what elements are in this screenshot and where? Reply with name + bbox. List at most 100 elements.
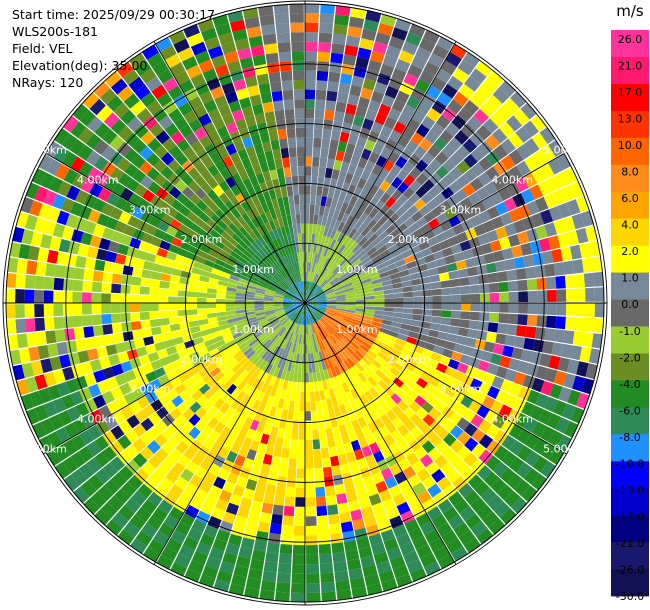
velocity-gate bbox=[221, 82, 236, 95]
velocity-gate bbox=[300, 382, 305, 393]
velocity-gate bbox=[333, 230, 341, 241]
velocity-gate bbox=[132, 438, 147, 453]
velocity-gate bbox=[188, 154, 202, 167]
velocity-gate bbox=[375, 480, 388, 494]
velocity-gate bbox=[234, 433, 246, 446]
velocity-gate bbox=[413, 296, 423, 303]
velocity-gate bbox=[307, 300, 318, 303]
velocity-gate bbox=[256, 313, 266, 319]
velocity-gate bbox=[426, 198, 439, 211]
velocity-gate bbox=[53, 316, 65, 330]
velocity-gate bbox=[31, 422, 47, 439]
velocity-gate bbox=[287, 310, 296, 318]
velocity-gate bbox=[447, 398, 460, 411]
velocity-gate bbox=[53, 127, 70, 145]
velocity-gate bbox=[302, 252, 305, 262]
velocity-gate bbox=[329, 321, 339, 329]
velocity-gate bbox=[137, 396, 150, 409]
velocity-gate bbox=[396, 222, 408, 234]
velocity-gate bbox=[256, 226, 265, 237]
velocity-gate bbox=[240, 201, 251, 213]
velocity-gate bbox=[369, 250, 380, 260]
velocity-gate bbox=[362, 564, 378, 578]
velocity-gate bbox=[236, 215, 247, 227]
velocity-gate bbox=[183, 235, 195, 246]
velocity-gate bbox=[305, 306, 307, 316]
velocity-gate bbox=[384, 307, 394, 312]
velocity-gate bbox=[63, 316, 74, 329]
velocity-gate bbox=[487, 322, 499, 333]
colorbar-unit: m/s bbox=[616, 2, 644, 20]
velocity-gate bbox=[248, 509, 261, 522]
velocity-gate bbox=[77, 243, 90, 257]
velocity-gate bbox=[212, 538, 228, 552]
velocity-gate bbox=[251, 195, 261, 207]
velocity-gate bbox=[317, 276, 324, 285]
velocity-gate bbox=[170, 529, 187, 545]
velocity-gate bbox=[242, 237, 252, 247]
velocity-gate bbox=[277, 197, 285, 208]
velocity-gate bbox=[448, 491, 464, 507]
velocity-gate bbox=[358, 212, 369, 223]
velocity-gate bbox=[349, 377, 359, 389]
velocity-gate bbox=[120, 187, 134, 201]
velocity-gate bbox=[375, 369, 386, 380]
velocity-gate bbox=[267, 62, 280, 74]
velocity-gate bbox=[274, 308, 284, 313]
velocity-gate bbox=[316, 295, 326, 300]
velocity-gate bbox=[313, 137, 322, 148]
velocity-gate bbox=[120, 294, 130, 303]
velocity-gate bbox=[335, 292, 346, 297]
velocity-gate bbox=[413, 198, 426, 211]
velocity-gate bbox=[459, 506, 476, 522]
velocity-gate bbox=[311, 362, 316, 373]
velocity-gate bbox=[470, 177, 484, 192]
velocity-gate bbox=[344, 44, 359, 57]
velocity-gate bbox=[376, 438, 388, 451]
velocity-gate bbox=[442, 83, 458, 99]
velocity-gate bbox=[45, 330, 57, 344]
velocity-gate bbox=[594, 303, 605, 318]
velocity-gate bbox=[25, 408, 40, 425]
velocity-gate bbox=[296, 324, 301, 334]
velocity-gate bbox=[170, 130, 185, 145]
velocity-gate bbox=[388, 267, 399, 276]
velocity-gate bbox=[291, 381, 297, 392]
velocity-gate bbox=[300, 334, 304, 345]
velocity-gate bbox=[571, 213, 585, 230]
velocity-gate bbox=[305, 89, 316, 100]
velocity-gate bbox=[332, 252, 341, 262]
velocity-gate bbox=[135, 346, 148, 358]
velocity-gate bbox=[352, 338, 362, 347]
velocity-gate bbox=[173, 38, 190, 54]
velocity-gate bbox=[181, 186, 195, 199]
velocity-gate bbox=[460, 294, 471, 303]
velocity-gate bbox=[426, 394, 439, 407]
velocity-gate bbox=[372, 41, 388, 55]
velocity-gate bbox=[210, 367, 221, 378]
velocity-gate bbox=[287, 288, 296, 296]
velocity-gate bbox=[202, 333, 213, 342]
range-ring-label: 3.00km bbox=[129, 383, 171, 396]
velocity-gate bbox=[246, 397, 256, 408]
velocity-gate bbox=[583, 272, 595, 288]
velocity-gate bbox=[406, 205, 419, 217]
velocity-gate bbox=[69, 139, 86, 156]
velocity-gate bbox=[421, 115, 436, 130]
velocity-gate bbox=[291, 583, 305, 593]
velocity-gate bbox=[221, 267, 233, 275]
velocity-gate bbox=[548, 448, 565, 466]
velocity-gate bbox=[347, 133, 359, 146]
velocity-gate bbox=[321, 329, 328, 339]
velocity-gate bbox=[56, 381, 70, 397]
velocity-gate bbox=[492, 343, 505, 355]
velocity-gate bbox=[455, 335, 467, 346]
velocity-gate bbox=[403, 550, 420, 565]
velocity-gate bbox=[340, 463, 351, 475]
velocity-gate bbox=[286, 290, 295, 297]
velocity-gate bbox=[338, 404, 348, 415]
velocity-gate bbox=[324, 167, 333, 179]
velocity-gate bbox=[274, 324, 283, 333]
velocity-gate bbox=[153, 386, 167, 399]
velocity-gate bbox=[62, 291, 73, 303]
